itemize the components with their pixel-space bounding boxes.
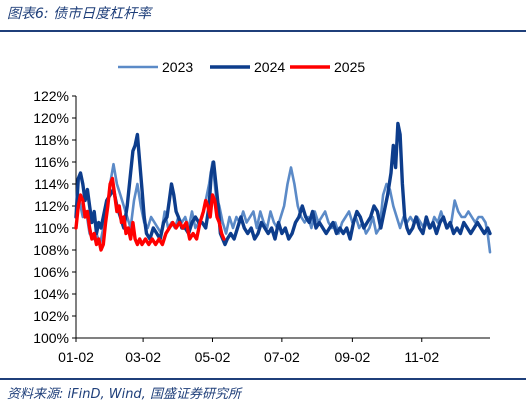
y-tick-label: 114% <box>34 176 69 192</box>
plot-lines <box>74 121 492 254</box>
legend-label-2025: 2025 <box>334 59 365 75</box>
y-tick-label: 118% <box>34 132 69 148</box>
title-divider <box>0 30 526 32</box>
source-divider <box>0 378 526 380</box>
x-tick-label: 11-02 <box>404 349 439 365</box>
x-tick-label: 09-02 <box>334 349 370 365</box>
y-tick-label: 108% <box>33 242 69 258</box>
y-tick-label: 116% <box>34 154 69 170</box>
legend-label-2023: 2023 <box>162 59 193 75</box>
y-tick-label: 104% <box>33 286 69 302</box>
y-tick-label: 102% <box>33 308 69 324</box>
y-tick-label: 100% <box>33 330 69 346</box>
source-note: 资料来源: iFinD, Wind, 国盛证券研究所 <box>7 387 241 402</box>
y-tick-label: 106% <box>33 264 69 280</box>
leverage-line-chart: 2023 2024 2025 100% 102% 104% 106% 108% 110% 112… <box>33 59 492 365</box>
x-tick-label: 05-02 <box>195 349 231 365</box>
y-axis: 100% 102% 104% 106% 108% 110% 112% 114% 116% 118%… <box>33 88 77 346</box>
x-tick-label: 01-02 <box>58 349 94 365</box>
y-tick-label: 120% <box>33 110 69 126</box>
y-tick-label: 122% <box>33 88 69 104</box>
series-line-2024 <box>74 121 492 247</box>
x-axis: 01-02 03-02 05-02 07-02 09-02 11-02 <box>58 337 490 365</box>
chart-legend: 2023 2024 2025 <box>118 59 365 75</box>
x-tick-label: 07-02 <box>264 349 300 365</box>
y-tick-label: 110% <box>34 220 69 236</box>
legend-label-2024: 2024 <box>254 59 285 75</box>
figure-title: 图表6: 债市日度杠杆率 <box>7 6 152 22</box>
y-tick-label: 112% <box>34 198 69 214</box>
series-line-2025 <box>74 176 226 252</box>
x-tick-label: 03-02 <box>125 349 161 365</box>
